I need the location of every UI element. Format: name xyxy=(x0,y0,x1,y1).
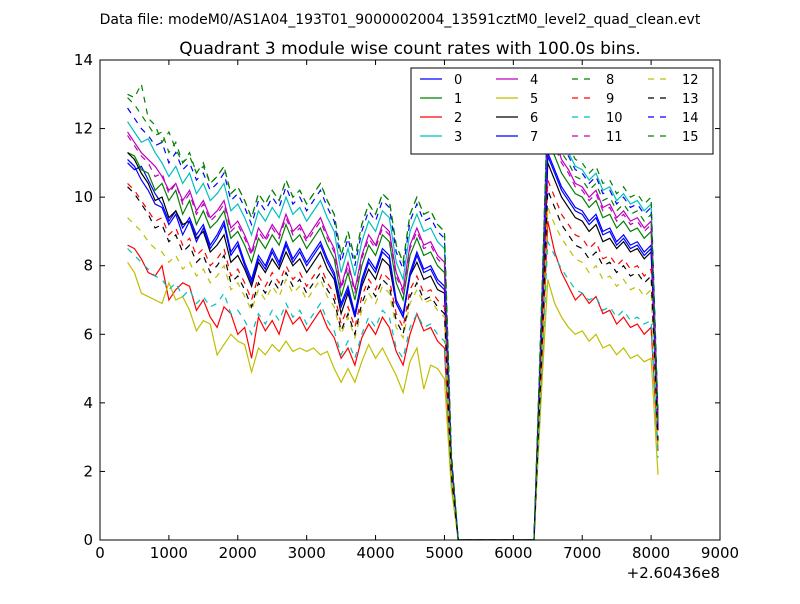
x-tick-label: 5000 xyxy=(425,544,463,562)
y-tick-label: 12 xyxy=(74,120,93,138)
legend-label-10: 10 xyxy=(606,111,623,126)
series-line-7 xyxy=(127,155,659,540)
legend-label-8: 8 xyxy=(606,73,614,88)
x-tick-label: 7000 xyxy=(563,544,601,562)
legend-label-3: 3 xyxy=(454,130,462,145)
legend-label-7: 7 xyxy=(530,130,538,145)
axis-ticks: 0 1000 2000 3000 4000 5000 6000 7000 8000 9000 0 2 4… xyxy=(74,51,739,562)
y-tick-label: 14 xyxy=(74,51,93,69)
legend-label-5: 5 xyxy=(530,92,538,107)
series-layer xyxy=(127,82,659,540)
legend-box xyxy=(410,67,714,155)
legend-label-1: 1 xyxy=(454,92,462,107)
series-line-5 xyxy=(127,261,659,540)
legend-label-6: 6 xyxy=(530,111,538,126)
series-line-2 xyxy=(127,221,659,540)
legend-label-14: 14 xyxy=(682,111,699,126)
series-line-4 xyxy=(127,118,659,540)
y-tick-label: 6 xyxy=(83,325,93,343)
chart-suptitle: Data file: modeM0/AS1A04_193T01_90000020… xyxy=(100,12,701,28)
x-tick-label: 2000 xyxy=(219,544,257,562)
legend-label-11: 11 xyxy=(606,130,623,145)
x-offset-label: +2.60436e8 xyxy=(627,564,720,582)
x-tick-label: 1000 xyxy=(150,544,188,562)
series-line-15 xyxy=(127,97,659,540)
y-tick-label: 2 xyxy=(83,462,93,480)
legend-label-9: 9 xyxy=(606,92,614,107)
y-tick-label: 4 xyxy=(83,394,93,412)
series-line-12 xyxy=(127,207,659,540)
y-tick-label: 10 xyxy=(74,188,93,206)
series-line-1 xyxy=(127,135,659,540)
series-line-11 xyxy=(127,124,659,540)
x-tick-label: 0 xyxy=(95,544,105,562)
series-line-14 xyxy=(127,104,659,540)
chart-title: Quadrant 3 module wise count rates with … xyxy=(179,39,640,59)
legend-label-2: 2 xyxy=(454,111,462,126)
legend-label-0: 0 xyxy=(454,73,462,88)
series-line-13 xyxy=(127,186,659,540)
legend-label-12: 12 xyxy=(682,73,699,88)
plot-frame xyxy=(99,59,721,541)
y-tick-label: 8 xyxy=(83,257,93,275)
x-tick-label: 4000 xyxy=(356,544,394,562)
legend-label-13: 13 xyxy=(682,92,699,107)
legend-label-15: 15 xyxy=(682,130,699,145)
x-tick-label: 9000 xyxy=(701,544,739,562)
x-tick-label: 8000 xyxy=(632,544,670,562)
x-tick-label: 6000 xyxy=(494,544,532,562)
x-tick-label: 3000 xyxy=(288,544,326,562)
y-tick-label: 0 xyxy=(83,531,93,549)
series-line-10 xyxy=(127,239,659,540)
series-line-9 xyxy=(127,179,659,540)
series-line-3 xyxy=(127,100,659,540)
legend-label-4: 4 xyxy=(530,73,538,88)
